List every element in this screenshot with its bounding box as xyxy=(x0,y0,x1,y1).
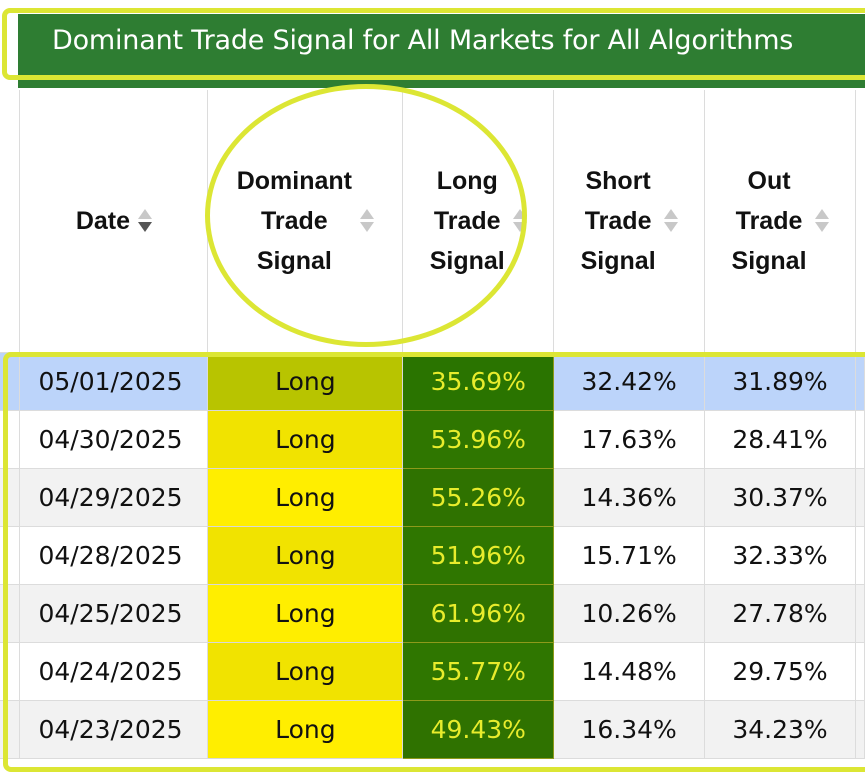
table-row[interactable]: 04/25/2025 Long 61.96% 10.26% 27.78% xyxy=(0,583,865,643)
banner: Dominant Trade Signal for All Markets fo… xyxy=(0,0,865,90)
long-signal-cell: 35.69% xyxy=(402,351,555,411)
date-cell: 05/01/2025 xyxy=(19,351,209,411)
date-cell: 04/28/2025 xyxy=(19,525,209,585)
dominant-signal-cell: Long xyxy=(207,583,404,643)
date-cell: 04/24/2025 xyxy=(19,641,209,701)
column-header-out-label: Out Trade Signal xyxy=(732,161,807,281)
title-highlight-outline xyxy=(2,8,865,80)
sort-ascending-icon xyxy=(138,209,153,220)
dominant-signal-cell: Long xyxy=(207,699,404,759)
page-title: Dominant Trade Signal for All Markets fo… xyxy=(52,25,794,56)
header-line: Short xyxy=(585,166,651,195)
long-signal-cell: 53.96% xyxy=(402,409,555,469)
short-signal-cell: 14.36% xyxy=(553,467,706,527)
out-signal-cell: 28.41% xyxy=(704,409,856,469)
table-row[interactable]: 04/30/2025 Long 53.96% 17.63% 28.41% xyxy=(0,409,865,469)
dominant-signal-cell: Long xyxy=(207,641,404,701)
date-cell: 04/30/2025 xyxy=(19,409,209,469)
short-signal-cell: 14.48% xyxy=(553,641,706,701)
sort-descending-icon xyxy=(663,222,678,233)
out-signal-cell: 27.78% xyxy=(704,583,856,643)
header-line: Trade xyxy=(735,206,803,235)
header-highlight-circle xyxy=(205,84,527,347)
column-header-date-label: Date xyxy=(75,206,131,235)
column-header-out-trade-signal[interactable]: Out Trade Signal xyxy=(704,90,856,352)
long-signal-cell: 55.77% xyxy=(402,641,555,701)
date-cell: 04/23/2025 xyxy=(19,699,209,759)
date-cell: 04/25/2025 xyxy=(19,583,209,643)
header-spacer xyxy=(0,90,20,352)
sort-descending-icon xyxy=(814,222,829,233)
short-signal-cell: 15.71% xyxy=(553,525,706,585)
long-signal-cell: 51.96% xyxy=(402,525,555,585)
sort-indicator-short[interactable] xyxy=(663,209,678,233)
sort-ascending-icon xyxy=(814,209,829,220)
rows-highlight-outline xyxy=(3,352,865,772)
long-signal-cell: 55.26% xyxy=(402,467,555,527)
row-edge-cell xyxy=(854,699,865,759)
table-row[interactable]: 05/01/2025 Long 35.69% 32.42% 31.89% xyxy=(0,351,865,411)
short-signal-cell: 17.63% xyxy=(553,409,706,469)
dominant-signal-cell: Long xyxy=(207,351,404,411)
column-header-date[interactable]: Date xyxy=(19,90,208,352)
column-header-short-label: Short Trade Signal xyxy=(581,161,656,281)
sort-indicator-out[interactable] xyxy=(814,209,829,233)
table-row[interactable]: 04/28/2025 Long 51.96% 15.71% 32.33% xyxy=(0,525,865,585)
out-signal-cell: 29.75% xyxy=(704,641,856,701)
out-signal-cell: 32.33% xyxy=(704,525,856,585)
short-signal-cell: 16.34% xyxy=(553,699,706,759)
dominant-signal-cell: Long xyxy=(207,467,404,527)
header-line: Signal xyxy=(731,246,807,275)
header-edge xyxy=(854,90,865,352)
dominant-signal-cell: Long xyxy=(207,409,404,469)
sort-ascending-icon xyxy=(663,209,678,220)
table-row[interactable]: 04/29/2025 Long 55.26% 14.36% 30.37% xyxy=(0,467,865,527)
short-signal-cell: 32.42% xyxy=(553,351,706,411)
long-signal-cell: 61.96% xyxy=(402,583,555,643)
sort-indicator-date[interactable] xyxy=(138,209,153,233)
date-cell: 04/29/2025 xyxy=(19,467,209,527)
header-line: Signal xyxy=(580,246,656,275)
column-header-short-trade-signal[interactable]: Short Trade Signal xyxy=(553,90,705,352)
dominant-signal-cell: Long xyxy=(207,525,404,585)
header-line: Trade xyxy=(584,206,652,235)
table-row[interactable]: 04/24/2025 Long 55.77% 14.48% 29.75% xyxy=(0,641,865,701)
sort-descending-icon xyxy=(138,222,153,233)
out-signal-cell: 34.23% xyxy=(704,699,856,759)
header-line: Out xyxy=(747,166,791,195)
table-row[interactable]: 04/23/2025 Long 49.43% 16.34% 34.23% xyxy=(0,699,865,759)
table-body: 05/01/2025 Long 35.69% 32.42% 31.89% 04/30/20… xyxy=(0,351,865,759)
long-signal-cell: 49.43% xyxy=(402,699,555,759)
short-signal-cell: 10.26% xyxy=(553,583,706,643)
